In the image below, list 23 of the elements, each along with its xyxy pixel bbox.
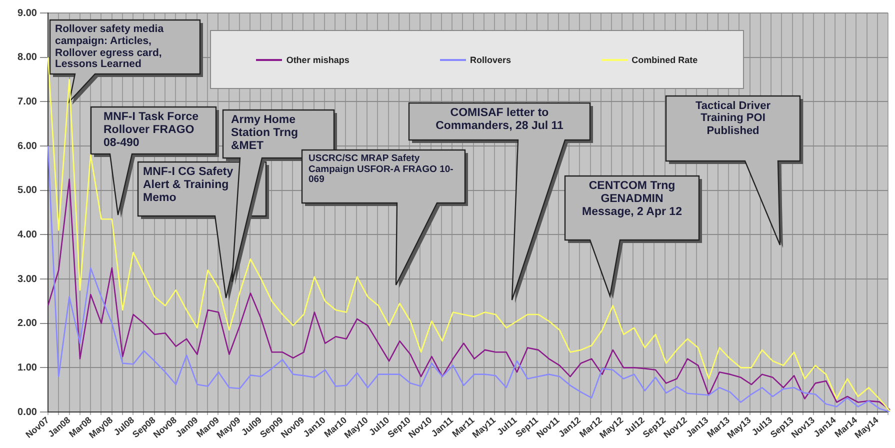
speech-bubble: USCRC/SC MRAP Safety Campaign USFOR-A FRAGO 10-069 [302, 150, 468, 288]
y-tick-label: 2.00 [18, 318, 38, 330]
y-tick-label: 3.00 [18, 274, 38, 285]
y-tick-label: 5.00 [18, 185, 38, 196]
y-tick-label: 7.00 [18, 96, 38, 108]
y-tick-label: 9.00 [18, 8, 38, 19]
annotation: USCRC/SC MRAP Safety Campaign USFOR-A FRAGO 10-069 [308, 153, 454, 186]
y-tick-label: 0.00 [18, 406, 38, 418]
annotation: Army Home Station Trng &MET [231, 114, 300, 153]
legend-label: Rollovers [470, 54, 511, 64]
speech-bubble: CENTCOM Trng GENADMIN Message, 2 Apr 12 [565, 176, 702, 299]
y-tick-label: 4.00 [18, 229, 38, 240]
annotation: Tactical Driver Training POI Published [694, 100, 772, 137]
legend-label: Combined Rate [632, 54, 698, 64]
y-tick-label: 6.00 [18, 140, 38, 152]
annotation: MNF-I Task Force Rollover FRAGO 08-490 [104, 111, 200, 150]
y-tick-label: 1.00 [18, 362, 38, 374]
annotation: CENTCOM Trng GENADMIN Message, 2 Apr 12 [582, 180, 682, 219]
annotation: COMISAF letter to Commanders, 28 Jul 11 [434, 107, 564, 133]
speech-bubble: Rollover safety media campaign: Articles, Rollover egress card, Lessons Learned [50, 20, 203, 105]
annotation: Rollover safety media campaign: Articles, Rollover egress card, Lessons Learned [55, 23, 165, 71]
legend-label: Other mishaps [286, 54, 350, 64]
y-tick-label: 8.00 [18, 52, 38, 64]
